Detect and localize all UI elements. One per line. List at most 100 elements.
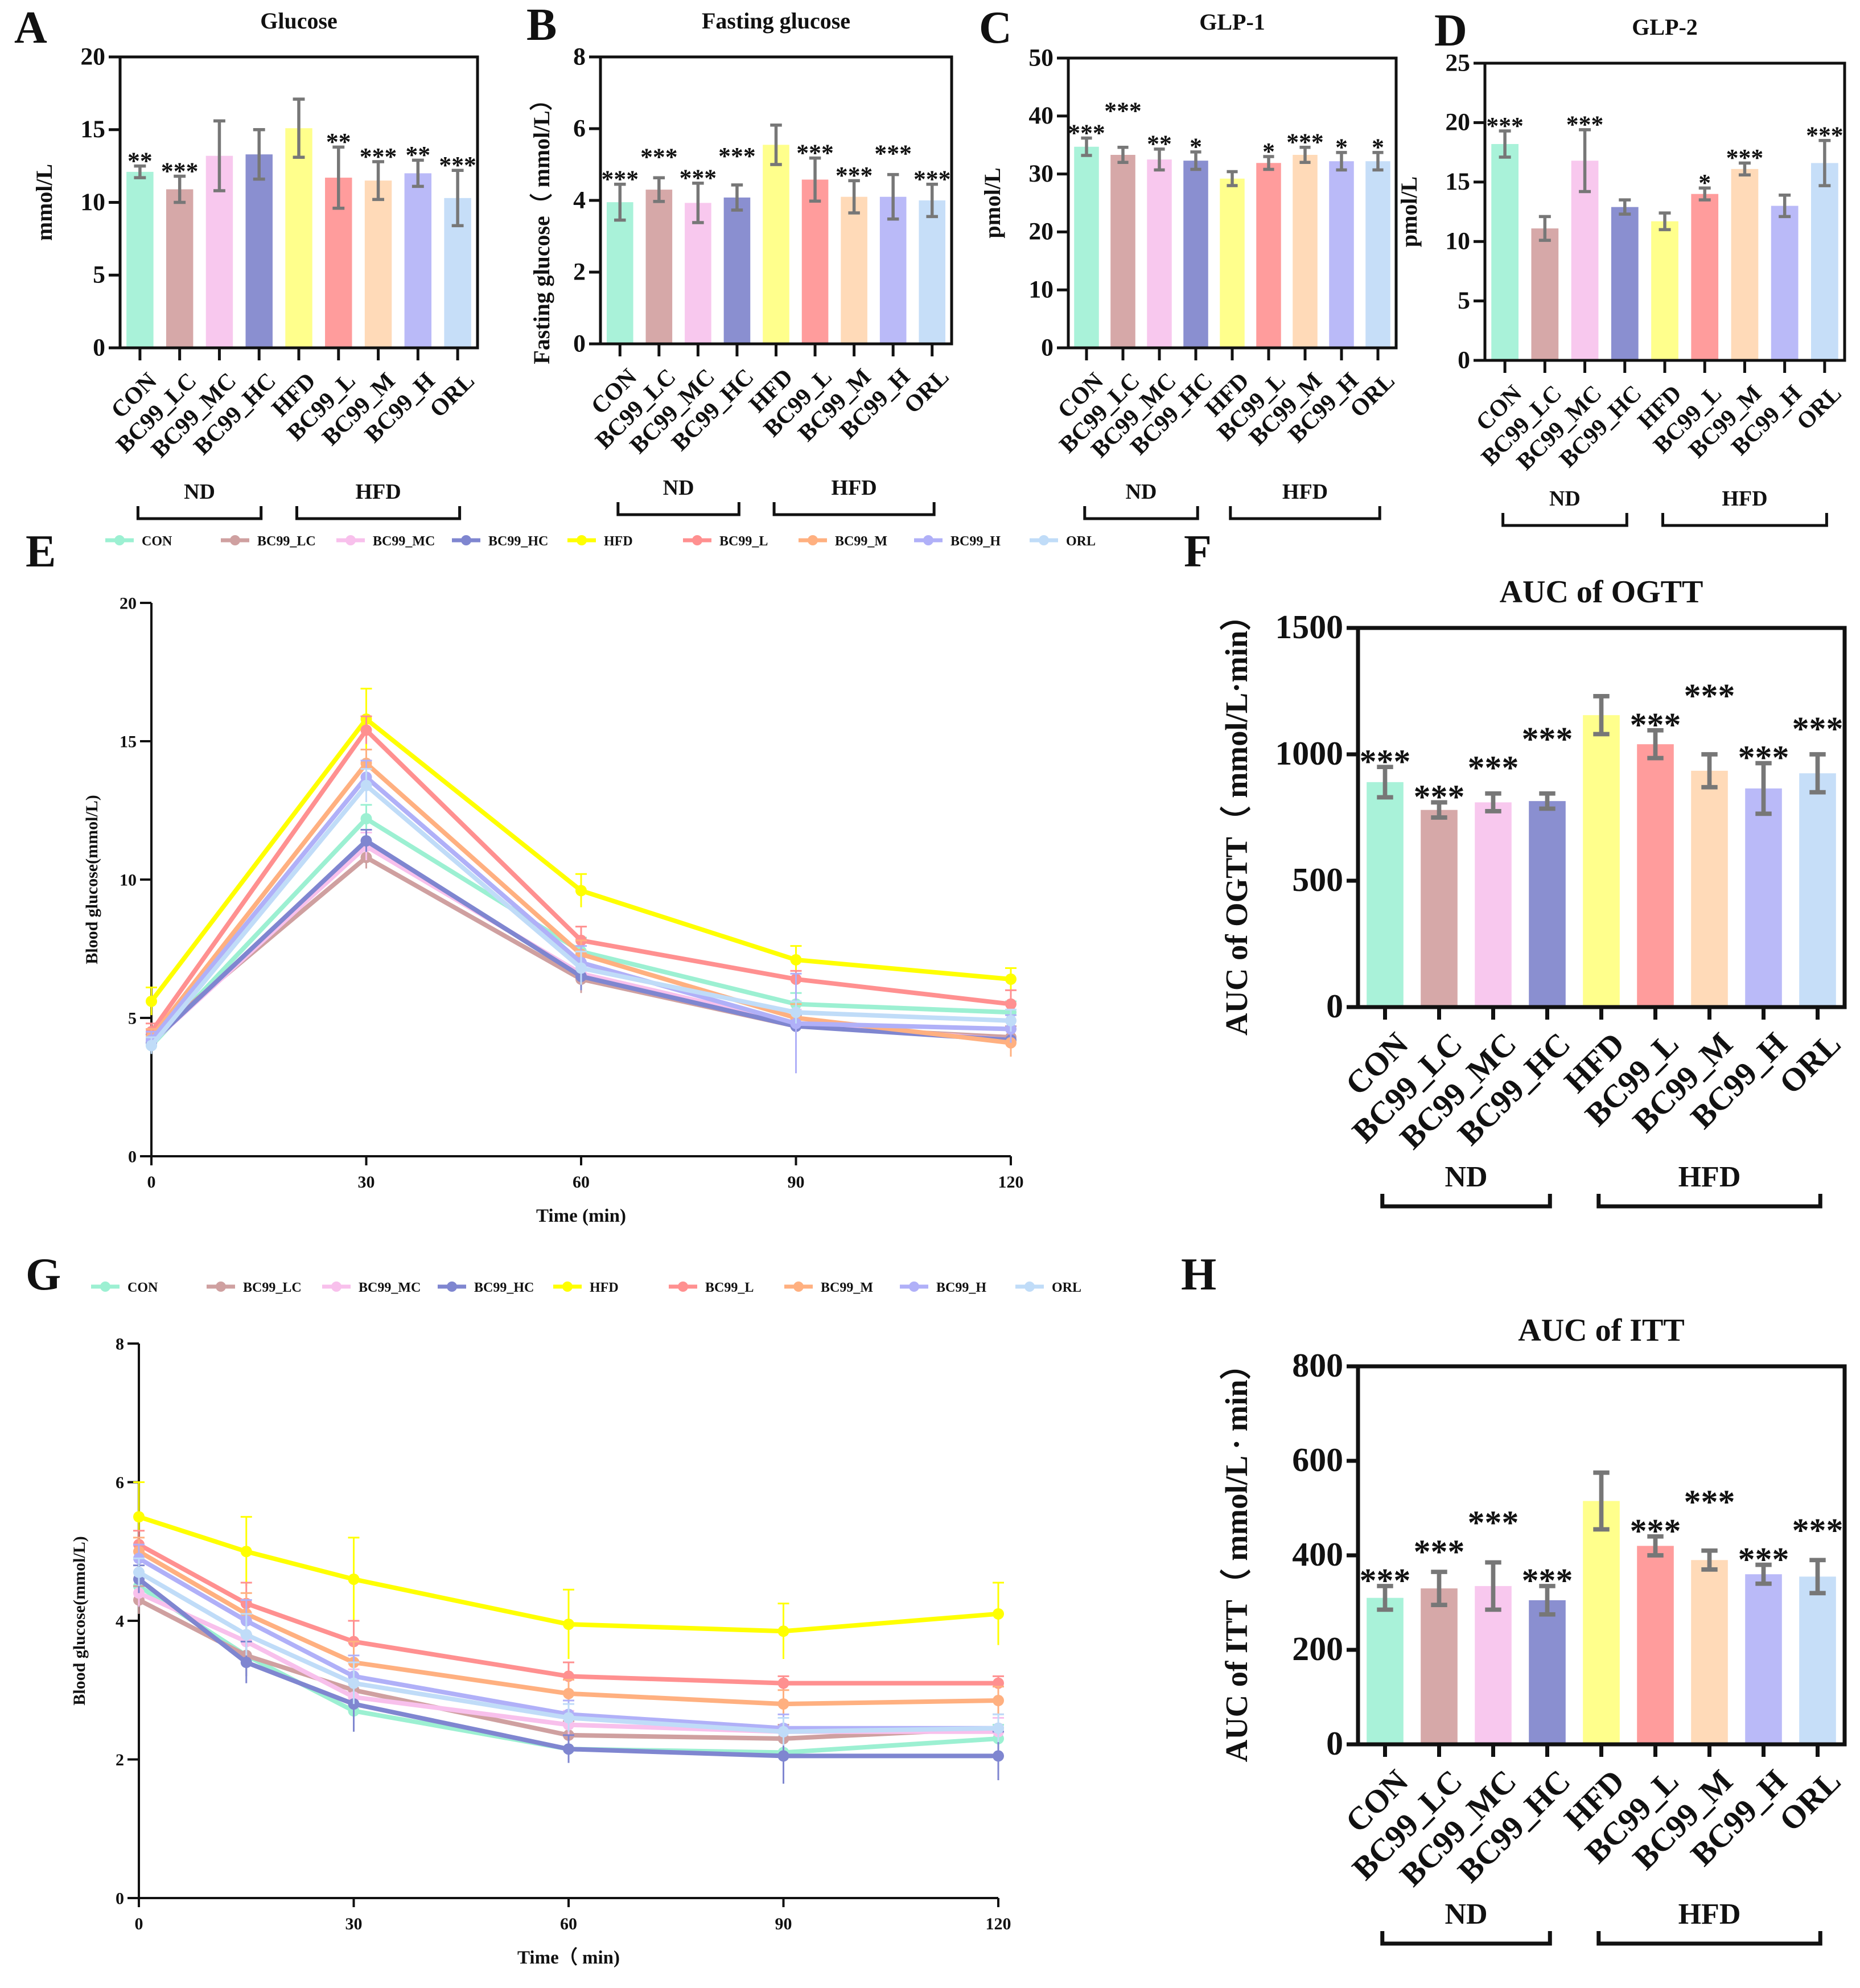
bar-BC99_M <box>1691 770 1728 1005</box>
point-ORL <box>240 1629 252 1641</box>
bar-BC99_M <box>841 196 867 343</box>
significance-label: ** <box>405 142 430 169</box>
y-tick-label: 500 <box>1292 861 1343 898</box>
bar-CON <box>1367 1597 1404 1743</box>
group-label: HFD <box>1678 1898 1741 1931</box>
group-bracket <box>1229 506 1381 520</box>
panel-A: A Glucose05101520mmol/L**CON***BC99_LCBC9… <box>14 3 480 520</box>
x-axis-label: Time（ min) <box>517 1947 620 1968</box>
significance-label: *** <box>1630 1512 1681 1550</box>
bar-BC99_HC <box>1611 207 1639 359</box>
x-tick-label: 60 <box>573 1173 590 1192</box>
panel-B: B Fasting glucose 0 2 4 6 8 Fasting glucose（ mm… <box>526 0 954 516</box>
line-HFD <box>138 1514 999 1634</box>
significance-label: ** <box>127 147 153 175</box>
y-axis-label: Blood glucose(mmol/L) <box>70 1536 89 1706</box>
y-tick-label: 0 <box>93 334 105 361</box>
bar-ORL <box>919 200 946 343</box>
x-tick-label: 120 <box>998 1173 1024 1192</box>
y-tick-label: 2 <box>116 1751 124 1769</box>
y-tick-label: 10 <box>80 188 105 216</box>
point-BC99_L <box>1005 998 1017 1010</box>
y-tick-label: 5 <box>128 1009 137 1028</box>
y-tick-label: 20 <box>80 43 105 70</box>
point-BC99_HC <box>563 1743 574 1755</box>
legend-marker <box>345 535 356 545</box>
bar-BC99_H <box>1745 788 1782 1005</box>
bar-BC99_H <box>1771 206 1799 359</box>
significance-label: *** <box>1360 742 1411 780</box>
point-HFD <box>777 1625 789 1637</box>
significance-label: *** <box>1360 1562 1411 1599</box>
y-tick-label: 6 <box>573 114 586 142</box>
bar-BC99_MC <box>1147 159 1172 347</box>
point-ORL <box>993 1722 1004 1734</box>
panel-label: E <box>26 527 56 577</box>
chart-title: Fasting glucose <box>702 8 850 34</box>
point-BC99_M <box>993 1695 1004 1707</box>
y-tick-label: 0 <box>128 1148 137 1166</box>
significance-label: *** <box>1486 112 1524 139</box>
point-ORL <box>790 1007 802 1018</box>
point-ORL <box>563 1712 574 1724</box>
x-tick-label: ORL <box>425 368 480 423</box>
x-tick-label: 60 <box>560 1915 577 1933</box>
bar-BC99_L <box>1691 194 1719 359</box>
bar-BC99_HC <box>1529 801 1566 1005</box>
y-axis-label: Fasting glucose（ mmol/L） <box>529 88 554 364</box>
y-tick-label: 8 <box>116 1335 124 1354</box>
legend-label: ORL <box>1066 534 1096 549</box>
y-tick-label: 20 <box>1028 218 1054 245</box>
significance-label: *** <box>796 139 834 167</box>
panel-label: F <box>1184 527 1212 577</box>
significance-label: *** <box>1738 739 1789 777</box>
panel-label: H <box>1181 1250 1216 1300</box>
y-tick-label: 30 <box>1028 160 1054 187</box>
legend-marker <box>692 535 702 545</box>
line-BC99_H <box>137 1556 998 1731</box>
y-tick-label: 15 <box>120 733 137 751</box>
y-tick-label: 10 <box>1445 228 1470 255</box>
point-HFD <box>146 995 157 1007</box>
legend-label: BC99_H <box>936 1280 986 1295</box>
point-BC99_HC <box>993 1750 1004 1762</box>
bar-CON <box>126 171 154 347</box>
x-tick-label: 30 <box>345 1915 363 1933</box>
y-tick-label: 25 <box>1445 49 1470 76</box>
group-label: ND <box>1445 1161 1487 1193</box>
x-tick-label: 90 <box>775 1915 792 1933</box>
legend-marker <box>1039 535 1049 545</box>
bar-BC99_M <box>1293 155 1318 347</box>
bar-ORL <box>1799 1576 1836 1743</box>
x-tick-label: 120 <box>986 1915 1011 1933</box>
point-ORL <box>348 1677 360 1689</box>
significance-label: *** <box>439 152 476 179</box>
line-BC99_HC <box>137 1577 998 1759</box>
point-HFD <box>575 885 587 897</box>
point-ORL <box>146 1040 157 1051</box>
bar-BC99_HC <box>1529 1600 1566 1743</box>
x-tick-label: ORL <box>1772 1763 1847 1838</box>
point-ORL <box>360 779 372 791</box>
legend-marker <box>562 1281 573 1292</box>
bar-BC99_LC <box>1421 1588 1458 1743</box>
bar-BC99_HC <box>723 197 751 343</box>
panel-G: G 0 2 4 6 8 Blood glucose(mmol/L) 0 30 60 90 120 Tim… <box>26 1250 1081 1968</box>
significance-label: *** <box>1792 710 1843 747</box>
bar-BC99_HC <box>1183 161 1208 347</box>
panel-H: H AUC of ITT 0 200 400 600 800 AUC of ITT（ mmol… <box>1181 1250 1848 1946</box>
point-BC99_HC <box>360 835 372 847</box>
significance-label: *** <box>360 143 397 170</box>
group-bracket <box>1083 506 1199 520</box>
point-HFD <box>240 1546 252 1558</box>
significance-label: *** <box>1522 1562 1573 1599</box>
legend-label: CON <box>127 1280 158 1295</box>
bar-BC99_HC <box>245 154 273 347</box>
y-tick-label: 800 <box>1292 1346 1343 1384</box>
bar-CON <box>606 202 633 343</box>
legend-label: HFD <box>604 534 633 549</box>
group-label: ND <box>1549 487 1581 511</box>
legend-marker <box>100 1281 110 1292</box>
y-tick-label: 10 <box>1028 276 1054 303</box>
significance-label: *** <box>1414 1533 1465 1570</box>
